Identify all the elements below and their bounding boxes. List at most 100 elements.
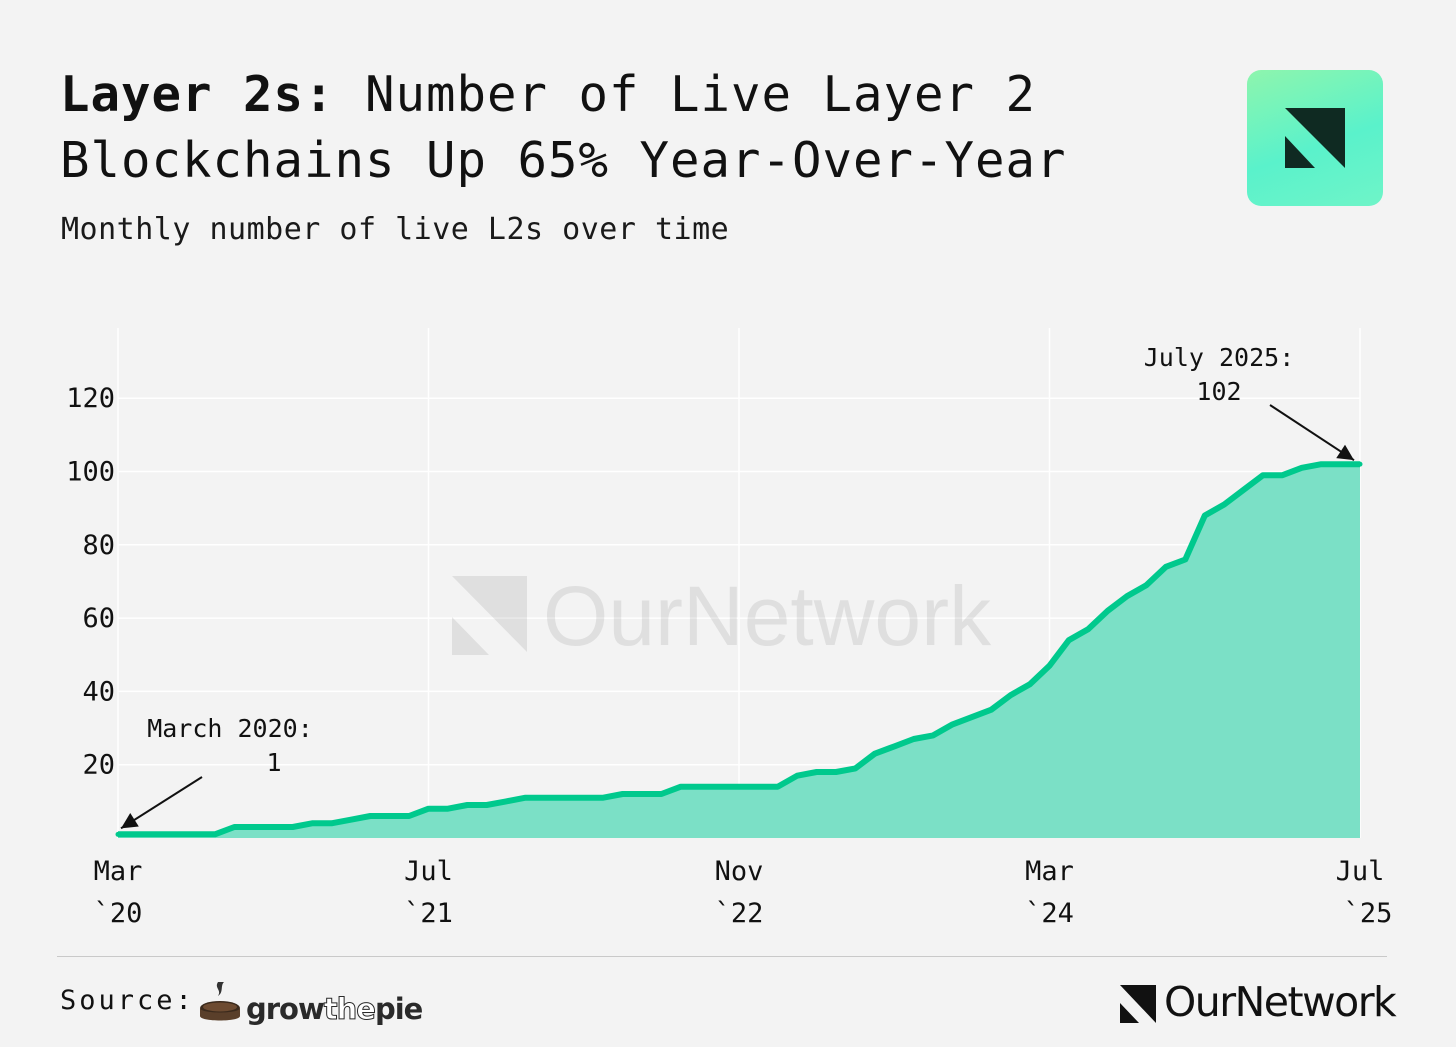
data-point <box>1241 487 1247 493</box>
data-point <box>445 806 451 812</box>
data-point <box>542 795 548 801</box>
chart-subtitle: Monthly number of live L2s over time <box>61 212 730 247</box>
data-point <box>1085 626 1091 632</box>
footer-divider <box>57 956 1387 957</box>
data-point <box>852 765 858 771</box>
data-point <box>755 784 761 790</box>
x-tick-year: `21 <box>404 898 453 929</box>
title-lead: Layer 2s: <box>60 66 335 123</box>
data-point <box>1105 608 1111 614</box>
data-point <box>969 714 975 720</box>
y-tick-label: 80 <box>82 530 115 561</box>
ournetwork-footer-mark-icon <box>1120 985 1156 1023</box>
annotation-start-value: 1 <box>266 748 282 777</box>
data-point <box>426 806 431 812</box>
data-point <box>309 820 315 826</box>
data-point <box>1357 461 1363 467</box>
data-point <box>639 791 645 797</box>
data-point <box>387 813 393 819</box>
watermark-text: OurNetwork <box>543 569 992 663</box>
data-point <box>1318 461 1324 467</box>
watermark: OurNetwork <box>452 569 992 663</box>
x-axis-ticks: Mar `20 Jul `21 Nov `22 Mar `24 Jul `25 <box>94 856 1393 929</box>
annotation-end: July 2025: 102 <box>1130 341 1308 409</box>
data-point <box>891 743 897 749</box>
data-point <box>503 798 509 804</box>
y-tick-label: 40 <box>82 676 115 707</box>
data-point <box>1163 564 1169 570</box>
series-area-fill <box>118 464 1360 838</box>
data-point <box>1221 501 1227 507</box>
data-point <box>290 824 296 830</box>
x-tick-label: Nov <box>715 856 764 887</box>
y-tick-label: 60 <box>82 603 115 634</box>
source-label: Source: <box>60 985 195 1016</box>
data-point <box>620 791 626 797</box>
x-tick-year: `25 <box>1344 898 1393 929</box>
x-tick-label: Mar <box>1025 856 1074 887</box>
data-point <box>251 824 257 830</box>
data-point <box>212 831 218 837</box>
chart-area: OurNetwork 20 40 60 80 100 120 Mar `20 Jul `21 No… <box>66 328 1393 929</box>
y-tick-label: 100 <box>66 457 115 488</box>
data-point <box>1299 465 1305 471</box>
data-point <box>1202 512 1208 518</box>
data-point <box>1279 472 1285 478</box>
data-points <box>115 461 1363 837</box>
growthepie-word-grow: grow <box>246 992 325 1026</box>
data-point <box>270 824 276 830</box>
data-point <box>949 721 955 727</box>
x-tick-year: `24 <box>1025 898 1074 929</box>
data-point <box>1260 472 1266 478</box>
chart-title: Layer 2s: Number of Live Layer 2 Blockch… <box>60 62 1180 194</box>
x-tick-label: Jul <box>1336 856 1385 887</box>
data-point <box>523 795 529 801</box>
x-tick-year: `22 <box>715 898 764 929</box>
data-point <box>1047 663 1052 669</box>
ournetwork-wordmark: OurNetwork <box>1164 978 1397 1026</box>
data-point <box>794 773 800 779</box>
title-rest: Number of Live Layer 2 Blockchains Up 65… <box>60 66 1067 189</box>
annotation-start: March 2020: 1 <box>140 712 320 780</box>
data-point <box>231 824 237 830</box>
data-point <box>775 784 781 790</box>
data-point <box>930 732 936 738</box>
data-point <box>328 820 334 826</box>
data-point <box>406 813 412 819</box>
data-point <box>367 813 373 819</box>
data-point <box>1144 582 1150 588</box>
data-point <box>697 784 703 790</box>
data-point <box>1124 593 1130 599</box>
growthepie-word-the: the <box>323 992 376 1027</box>
x-tick-year: `20 <box>94 898 143 929</box>
annotation-end-value: 102 <box>1196 377 1242 406</box>
data-point <box>1027 681 1033 687</box>
ournetwork-badge-logo <box>1247 70 1383 206</box>
growthepie-wordmark: growthepie <box>246 992 423 1027</box>
data-point <box>911 736 917 742</box>
data-point <box>1338 461 1344 467</box>
data-point <box>348 817 354 823</box>
annotation-start-label: March 2020: <box>147 714 313 743</box>
data-point <box>833 769 839 775</box>
growthepie-word-pie: pie <box>374 992 423 1026</box>
data-point <box>1182 556 1188 562</box>
data-point <box>736 784 742 790</box>
annotation-start-arrow <box>120 776 203 830</box>
x-tick-label: Mar <box>94 856 143 887</box>
y-tick-label: 20 <box>82 750 115 781</box>
data-point <box>872 751 878 757</box>
data-point <box>154 831 160 837</box>
data-point <box>717 784 723 790</box>
annotation-end-arrow <box>1269 404 1355 462</box>
ournetwork-mark-icon <box>1285 108 1345 168</box>
data-point <box>134 831 140 837</box>
data-point <box>173 831 179 837</box>
data-point <box>464 802 470 808</box>
annotation-end-label: July 2025: <box>1143 343 1295 372</box>
data-point <box>814 769 820 775</box>
data-point <box>484 802 490 808</box>
data-point <box>1008 692 1014 698</box>
data-point <box>600 795 606 801</box>
y-axis-ticks: 20 40 60 80 100 120 <box>66 383 115 781</box>
